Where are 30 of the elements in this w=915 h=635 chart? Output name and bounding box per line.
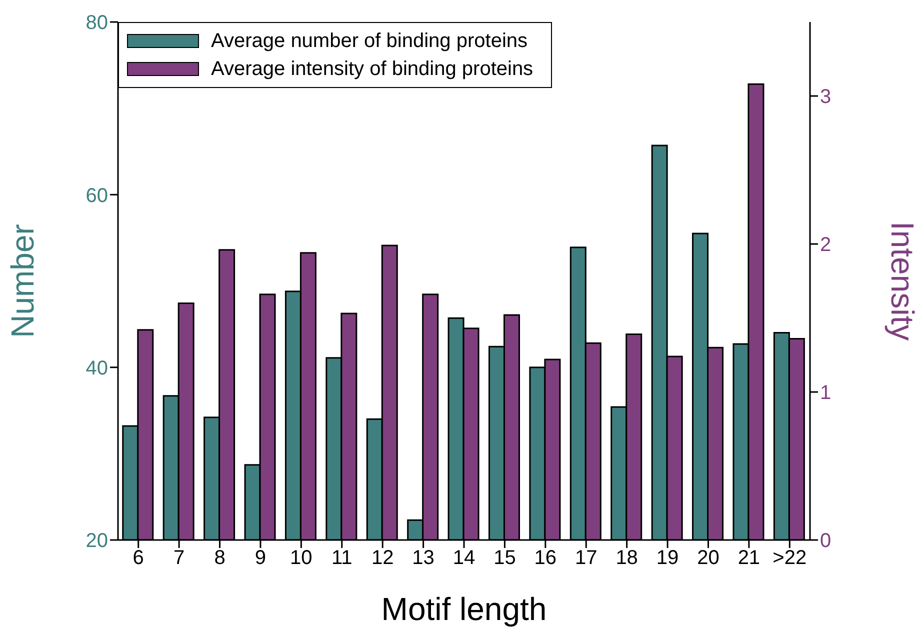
y2-tick-label: 1 bbox=[820, 382, 832, 404]
x-tick-label: 14 bbox=[452, 547, 476, 570]
x-tick-label: 15 bbox=[494, 547, 516, 570]
y2-tick-label: 0 bbox=[820, 530, 832, 552]
x-axis-title: Motif length bbox=[381, 591, 547, 627]
x-tick-label: 8 bbox=[214, 547, 226, 570]
x-tick-label: 12 bbox=[371, 547, 394, 570]
x-tick-label: 17 bbox=[574, 547, 598, 570]
y-tick-label: 60 bbox=[86, 184, 108, 207]
x-tick-label: 19 bbox=[656, 547, 679, 570]
x-tick-label: 16 bbox=[534, 547, 557, 570]
legend-label: Average intensity of binding proteins bbox=[211, 58, 534, 80]
x-tick-label: 6 bbox=[132, 547, 144, 570]
x-tick-label: 11 bbox=[332, 547, 352, 570]
x-tick-label: 20 bbox=[697, 547, 720, 570]
y-tick-label: 80 bbox=[86, 12, 108, 34]
x-tick-label: 7 bbox=[173, 547, 185, 570]
x-tick-label: 13 bbox=[412, 547, 434, 570]
y2-axis-title: Intensity bbox=[884, 221, 915, 341]
x-tick-label: 10 bbox=[290, 547, 312, 570]
x-tick-label: 18 bbox=[616, 547, 638, 570]
legend-label: Average number of binding proteins bbox=[211, 30, 528, 52]
y-tick-label: 40 bbox=[86, 357, 108, 380]
x-tick-label: 9 bbox=[254, 547, 266, 570]
x-tick-label: 21 bbox=[738, 547, 760, 570]
y2-tick-label: 3 bbox=[820, 86, 832, 108]
y-axis-title: Number bbox=[4, 224, 40, 338]
y-tick-label: 20 bbox=[86, 530, 108, 552]
y2-tick-label: 2 bbox=[820, 234, 832, 256]
x-tick-label: >22 bbox=[772, 547, 807, 570]
